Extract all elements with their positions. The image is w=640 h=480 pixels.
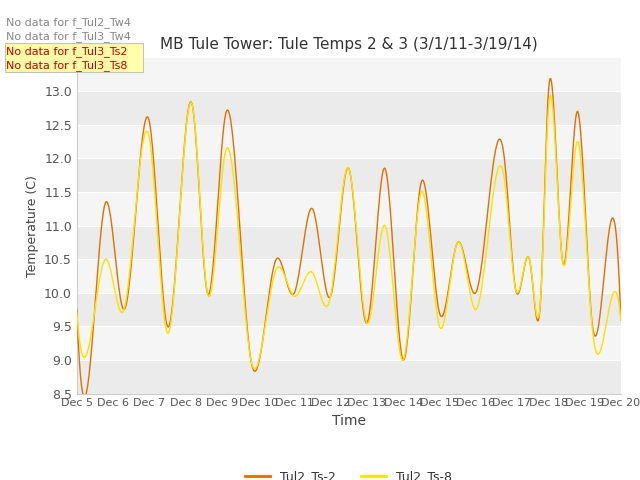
Text: No data for f_Tul3_Tw4: No data for f_Tul3_Tw4 [6,31,131,42]
Bar [77,158,621,192]
Y-axis label: Temperature (C): Temperature (C) [26,175,38,276]
Text: No data for f_Tul3_Ts2: No data for f_Tul3_Ts2 [6,46,128,57]
Bar [77,192,621,226]
Bar [77,226,621,259]
Title: MB Tule Tower: Tule Temps 2 & 3 (3/1/11-3/19/14): MB Tule Tower: Tule Temps 2 & 3 (3/1/11-… [160,37,538,52]
Text: No data for f_Tul3_Ts8: No data for f_Tul3_Ts8 [6,60,128,71]
X-axis label: Time: Time [332,414,366,428]
Bar [77,259,621,293]
Bar [77,91,621,125]
Text: No data for f_Tul2_Tw4: No data for f_Tul2_Tw4 [6,17,131,28]
Bar [77,293,621,326]
Bar [77,326,621,360]
Bar [77,360,621,394]
Legend: Tul2_Ts-2, Tul2_Ts-8: Tul2_Ts-2, Tul2_Ts-8 [241,465,457,480]
Bar [77,125,621,158]
